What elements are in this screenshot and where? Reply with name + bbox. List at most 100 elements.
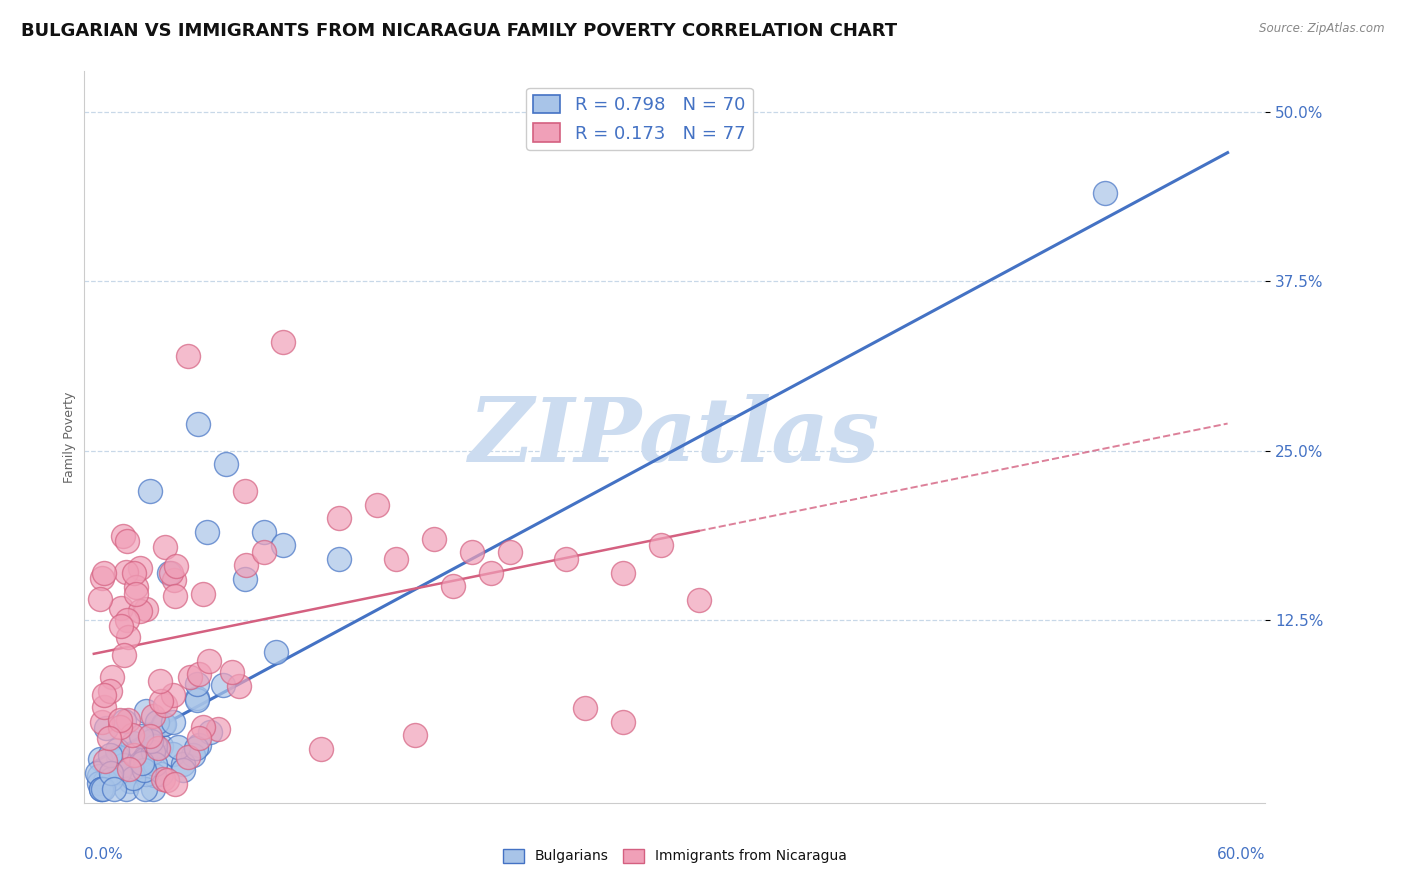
- Point: [207, 722, 229, 736]
- Point: [107, 750, 129, 764]
- Point: [93, 688, 115, 702]
- Point: [195, 524, 218, 539]
- Point: [149, 673, 172, 688]
- Point: [149, 767, 172, 781]
- Point: [91, 782, 114, 797]
- Point: [156, 772, 179, 787]
- Point: [328, 552, 350, 566]
- Text: Source: ZipAtlas.com: Source: ZipAtlas.com: [1260, 22, 1385, 36]
- Point: [235, 558, 257, 573]
- Point: [233, 484, 256, 499]
- Point: [574, 701, 596, 715]
- Point: [211, 678, 233, 692]
- Point: [94, 754, 117, 768]
- Point: [191, 720, 214, 734]
- Point: [153, 541, 176, 555]
- Point: [141, 727, 163, 741]
- Point: [112, 648, 135, 662]
- Point: [150, 693, 173, 707]
- Point: [187, 417, 209, 431]
- Point: [135, 602, 157, 616]
- Point: [152, 772, 174, 787]
- Point: [181, 747, 204, 762]
- Point: [139, 729, 162, 743]
- Point: [135, 704, 157, 718]
- Point: [198, 655, 221, 669]
- Point: [385, 552, 408, 566]
- Point: [90, 782, 112, 797]
- Point: [124, 747, 146, 762]
- Point: [105, 742, 128, 756]
- Point: [111, 758, 134, 772]
- Point: [441, 579, 464, 593]
- Point: [121, 736, 143, 750]
- Point: [114, 782, 136, 797]
- Point: [366, 498, 388, 512]
- Point: [110, 619, 132, 633]
- Point: [101, 670, 124, 684]
- Point: [91, 571, 114, 585]
- Point: [228, 679, 250, 693]
- Point: [86, 766, 108, 780]
- Point: [108, 764, 131, 779]
- Point: [134, 749, 156, 764]
- Text: 0.0%: 0.0%: [84, 847, 124, 862]
- Point: [200, 724, 222, 739]
- Point: [118, 774, 141, 789]
- Point: [129, 603, 152, 617]
- Point: [177, 749, 200, 764]
- Point: [153, 717, 176, 731]
- Point: [112, 714, 135, 728]
- Point: [612, 566, 634, 580]
- Point: [93, 566, 115, 581]
- Point: [121, 771, 143, 785]
- Point: [107, 764, 129, 779]
- Point: [97, 731, 120, 745]
- Point: [145, 714, 167, 729]
- Point: [100, 766, 122, 780]
- Point: [142, 745, 165, 759]
- Point: [98, 748, 121, 763]
- Point: [1094, 186, 1116, 201]
- Point: [165, 777, 187, 791]
- Point: [271, 335, 294, 350]
- Point: [89, 752, 111, 766]
- Point: [328, 511, 350, 525]
- Point: [167, 740, 190, 755]
- Point: [110, 713, 132, 727]
- Text: ZIPatlas: ZIPatlas: [470, 394, 880, 480]
- Point: [650, 538, 672, 552]
- Point: [186, 677, 208, 691]
- Point: [498, 545, 520, 559]
- Point: [129, 561, 152, 575]
- Point: [122, 566, 145, 581]
- Point: [124, 580, 146, 594]
- Point: [187, 667, 209, 681]
- Point: [103, 782, 125, 797]
- Point: [94, 774, 117, 789]
- Point: [129, 730, 152, 744]
- Point: [117, 713, 139, 727]
- Point: [131, 756, 153, 770]
- Point: [125, 587, 148, 601]
- Point: [89, 591, 111, 606]
- Point: [111, 529, 134, 543]
- Point: [142, 768, 165, 782]
- Point: [129, 755, 152, 769]
- Point: [612, 714, 634, 729]
- Point: [162, 688, 184, 702]
- Point: [89, 776, 111, 790]
- Point: [193, 587, 215, 601]
- Point: [160, 566, 183, 580]
- Point: [461, 545, 484, 559]
- Point: [90, 782, 112, 797]
- Point: [688, 592, 710, 607]
- Point: [186, 741, 208, 756]
- Point: [188, 731, 211, 745]
- Text: 60.0%: 60.0%: [1218, 847, 1265, 862]
- Point: [115, 613, 138, 627]
- Point: [177, 349, 200, 363]
- Point: [117, 630, 139, 644]
- Point: [134, 782, 156, 797]
- Point: [143, 757, 166, 772]
